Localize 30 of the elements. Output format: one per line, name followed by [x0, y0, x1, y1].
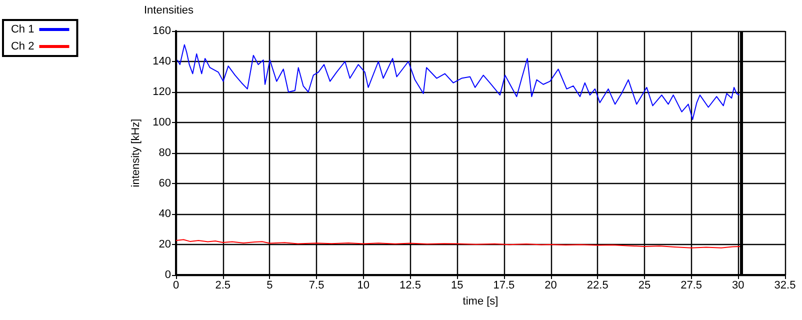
y-tick-label: 40: [158, 208, 171, 220]
y-tick-label: 160: [152, 25, 171, 37]
x-axis-title: time [s]: [462, 295, 498, 308]
legend-label: Ch 1: [10, 24, 34, 36]
y-axis-title: intensity [kHz]: [130, 118, 142, 188]
y-tick-label: 60: [158, 178, 171, 190]
x-tick-label: 7.5: [308, 280, 324, 292]
y-tick-label: 140: [152, 56, 171, 68]
line-series: [176, 44, 740, 120]
x-tick-label: 0: [172, 280, 180, 292]
x-tick-label: 30: [732, 280, 744, 292]
y-tick-label: 120: [152, 86, 171, 98]
y-tick-label: 0: [164, 269, 171, 281]
x-tick-label: 20: [544, 280, 557, 292]
chart-title: Intensities: [144, 4, 194, 16]
x-tick-label: 10: [357, 280, 370, 292]
x-tick-label: 5: [266, 280, 273, 292]
x-tick-label: 2.5: [215, 280, 230, 292]
x-tick-label: 12.5: [400, 280, 421, 292]
x-tick-label: 32.5: [774, 280, 796, 292]
x-tick-label: 15: [450, 280, 464, 292]
x-tick-label: 25: [638, 280, 651, 292]
y-tick-label: 20: [158, 238, 171, 250]
x-tick-label: 17.5: [493, 280, 515, 292]
line-series: [176, 239, 741, 248]
x-tick-label: 27.5: [680, 280, 702, 292]
legend-label: Ch 2: [10, 40, 34, 52]
y-tick-label: 80: [158, 147, 171, 159]
y-tick-label: 100: [152, 116, 171, 128]
x-tick-label: 22.5: [586, 280, 608, 292]
